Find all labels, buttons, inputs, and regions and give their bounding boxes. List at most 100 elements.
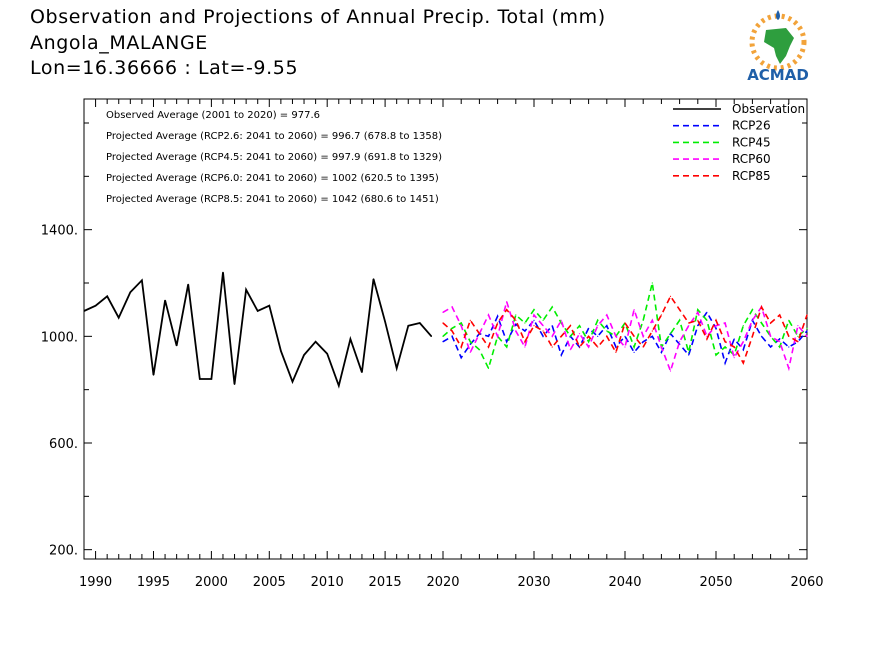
data-point-rcp60 <box>506 301 508 303</box>
data-point-rcp26 <box>560 354 562 356</box>
legend-label-observation: Observation <box>732 102 805 116</box>
data-point-rcp60 <box>569 349 572 351</box>
data-point-rcp85 <box>506 309 508 311</box>
data-point-rcp60 <box>669 370 672 372</box>
data-point-rcp85 <box>515 319 517 321</box>
data-point-observation <box>280 350 282 352</box>
data-point-rcp60 <box>806 335 808 337</box>
data-point-observation <box>361 371 363 373</box>
data-point-rcp60 <box>624 346 626 348</box>
data-point-rcp45 <box>606 330 608 332</box>
data-point-rcp60 <box>515 330 517 332</box>
data-point-rcp85 <box>733 346 735 348</box>
x-tick-label: 2015 <box>369 575 402 590</box>
data-point-rcp85 <box>788 335 790 337</box>
data-point-rcp60 <box>715 325 717 327</box>
data-point-rcp26 <box>779 338 781 340</box>
data-point-rcp85 <box>560 335 562 337</box>
data-point-rcp26 <box>533 319 535 321</box>
data-point-rcp45 <box>669 333 672 335</box>
data-point-rcp45 <box>806 327 808 329</box>
legend-label-rcp26: RCP26 <box>732 119 771 133</box>
data-point-rcp60 <box>642 335 644 337</box>
data-point-rcp85 <box>478 333 480 335</box>
x-tick-label: 2000 <box>195 575 228 590</box>
data-point-rcp60 <box>469 351 471 353</box>
data-point-observation <box>384 321 386 323</box>
data-point-rcp85 <box>497 322 499 324</box>
legend-label-rcp60: RCP60 <box>732 152 771 166</box>
data-point-rcp26 <box>651 335 653 337</box>
data-point-rcp60 <box>733 357 735 359</box>
x-tick-label: 2050 <box>699 575 732 590</box>
data-point-rcp60 <box>497 335 499 337</box>
data-point-rcp45 <box>451 327 453 329</box>
legend-label-rcp85: RCP85 <box>732 169 771 183</box>
data-point-rcp26 <box>551 325 553 327</box>
data-point-rcp60 <box>487 314 490 316</box>
data-point-rcp45 <box>578 325 581 327</box>
data-point-rcp85 <box>806 314 808 316</box>
data-point-observation <box>303 354 305 356</box>
data-point-rcp26 <box>706 311 708 313</box>
acmad-logo: ACMAD <box>736 8 820 84</box>
x-tick-label: 2020 <box>426 575 459 590</box>
average-note: Projected Average (RCP8.5: 2041 to 2060)… <box>106 194 439 205</box>
data-point-rcp60 <box>442 311 444 313</box>
data-point-observation <box>164 299 166 301</box>
data-point-rcp85 <box>679 309 681 311</box>
data-point-rcp26 <box>633 351 635 353</box>
data-point-rcp85 <box>642 346 644 348</box>
x-tick-label: 2060 <box>790 575 823 590</box>
data-point-rcp26 <box>697 325 699 327</box>
data-point-observation <box>94 305 97 307</box>
data-point-rcp45 <box>524 322 526 324</box>
data-point-rcp45 <box>506 346 508 348</box>
data-point-rcp45 <box>460 322 462 324</box>
data-point-rcp85 <box>487 346 490 348</box>
data-point-rcp60 <box>660 346 663 348</box>
data-point-rcp60 <box>633 309 635 311</box>
data-point-rcp85 <box>624 322 626 324</box>
data-point-observation <box>129 291 131 293</box>
series-rcp60-line <box>442 298 808 374</box>
data-point-observation <box>83 310 85 312</box>
data-point-rcp60 <box>606 314 608 316</box>
data-point-rcp45 <box>478 349 480 351</box>
data-point-rcp26 <box>615 346 617 348</box>
data-point-rcp26 <box>642 341 644 343</box>
data-point-rcp60 <box>797 325 799 327</box>
data-point-rcp60 <box>770 335 772 337</box>
data-point-rcp45 <box>760 322 763 324</box>
data-point-rcp85 <box>797 341 799 343</box>
data-point-rcp85 <box>615 351 617 353</box>
data-point-rcp45 <box>569 335 572 337</box>
data-point-rcp85 <box>442 322 444 324</box>
data-point-observation <box>245 289 247 291</box>
data-point-observation <box>407 325 409 327</box>
data-point-rcp26 <box>524 330 526 332</box>
data-point-rcp26 <box>770 346 772 348</box>
data-point-rcp60 <box>524 346 526 348</box>
data-point-rcp85 <box>524 341 526 343</box>
data-point-rcp26 <box>760 335 763 337</box>
data-point-rcp60 <box>597 325 599 327</box>
data-point-rcp26 <box>788 346 790 348</box>
data-point-rcp60 <box>460 325 462 327</box>
data-point-rcp26 <box>460 357 462 359</box>
data-point-rcp45 <box>797 335 799 337</box>
data-point-rcp26 <box>724 362 726 364</box>
data-point-rcp45 <box>597 319 599 321</box>
data-point-observation <box>106 295 108 297</box>
data-point-observation <box>315 341 317 343</box>
region-name: Angola_MALANGE <box>30 32 208 54</box>
data-point-rcp85 <box>770 322 772 324</box>
data-point-rcp26 <box>469 343 471 345</box>
data-point-rcp45 <box>651 282 653 284</box>
data-point-observation <box>396 367 398 369</box>
data-point-rcp85 <box>569 325 572 327</box>
data-point-rcp85 <box>651 330 653 332</box>
x-tick-label: 2010 <box>311 575 344 590</box>
data-point-rcp60 <box>651 319 653 321</box>
data-point-observation <box>222 271 224 273</box>
